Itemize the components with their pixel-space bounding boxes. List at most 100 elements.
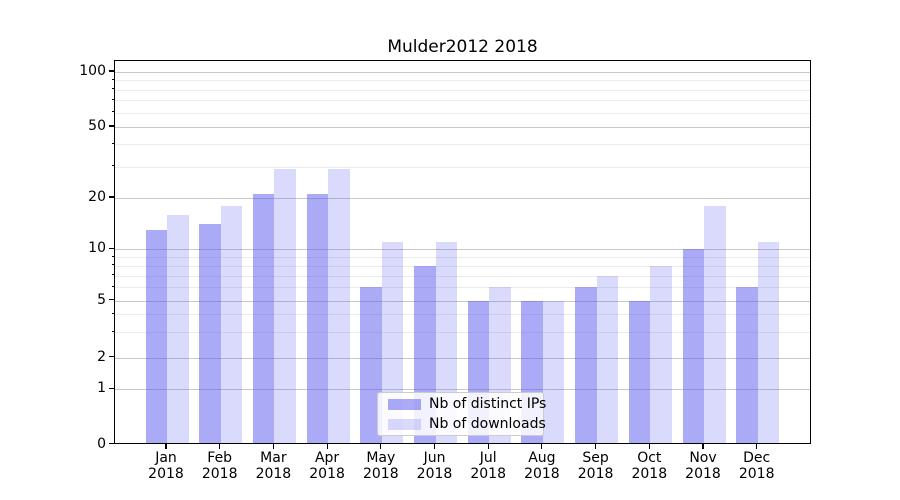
x-tick-mar bbox=[272, 444, 274, 449]
gridline-minor-30 bbox=[115, 166, 810, 168]
gridline-minor-70 bbox=[115, 100, 810, 102]
bar-downloads-nov bbox=[704, 205, 726, 443]
x-tick-jan bbox=[165, 444, 167, 449]
x-tick-label-apr: Apr 2018 bbox=[295, 450, 359, 482]
gridline-minor-7 bbox=[115, 275, 810, 277]
x-tick-month-may: May bbox=[366, 450, 396, 466]
bar-distinct-ips-feb bbox=[199, 224, 221, 443]
gridline-major-5 bbox=[115, 300, 810, 302]
y-minor-tick-40 bbox=[111, 142, 114, 144]
legend-entry-distinct-ips: Nb of distinct IPs bbox=[378, 396, 547, 412]
x-tick-label-jul: Jul 2018 bbox=[456, 450, 520, 482]
bar-downloads-mar bbox=[274, 169, 296, 443]
gridline-minor-60 bbox=[115, 112, 810, 114]
x-tick-apr bbox=[326, 444, 328, 449]
x-tick-sep bbox=[595, 444, 597, 449]
bar-distinct-ips-oct bbox=[628, 300, 651, 443]
y-tick-10 bbox=[109, 247, 114, 249]
x-tick-year-jul: 2018 bbox=[470, 466, 506, 482]
x-tick-feb bbox=[219, 444, 221, 449]
y-minor-tick-8 bbox=[111, 264, 114, 266]
y-minor-tick-9 bbox=[111, 255, 114, 257]
bar-distinct-ips-dec bbox=[736, 287, 758, 443]
gridline-minor-9 bbox=[115, 257, 810, 259]
x-tick-month-aug: Aug bbox=[528, 450, 556, 466]
x-tick-month-sep: Sep bbox=[582, 450, 609, 466]
x-tick-nov bbox=[702, 444, 704, 449]
x-tick-month-jan: Jan bbox=[155, 450, 177, 466]
x-tick-year-jan: 2018 bbox=[148, 466, 184, 482]
bar-distinct-ips-sep bbox=[575, 287, 597, 443]
bar-downloads-apr bbox=[328, 169, 350, 443]
x-tick-jul bbox=[487, 444, 489, 449]
x-tick-month-jul: Jul bbox=[479, 450, 497, 466]
bar-distinct-ips-jan bbox=[145, 229, 167, 443]
x-tick-year-may: 2018 bbox=[362, 466, 399, 482]
x-tick-label-sep: Sep 2018 bbox=[564, 450, 628, 482]
chart-title: Mulder2012 2018 bbox=[387, 37, 538, 57]
gridline-minor-40 bbox=[115, 144, 810, 146]
y-minor-tick-30 bbox=[111, 165, 114, 167]
x-tick-month-oct: Oct bbox=[637, 450, 662, 466]
x-tick-label-mar: Mar 2018 bbox=[241, 450, 305, 482]
y-tick-label-5: 5 bbox=[97, 291, 106, 308]
y-tick-label-100: 100 bbox=[79, 63, 106, 79]
x-tick-month-feb: Feb bbox=[207, 450, 233, 466]
gridline-major-20 bbox=[115, 198, 810, 199]
x-tick-year-aug: 2018 bbox=[524, 466, 560, 482]
x-tick-label-feb: Feb 2018 bbox=[188, 450, 252, 482]
y-tick-20 bbox=[109, 196, 114, 198]
x-tick-year-oct: 2018 bbox=[631, 466, 668, 482]
legend-entry-downloads: Nb of downloads bbox=[378, 416, 546, 432]
y-tick-50 bbox=[109, 125, 114, 127]
gridline-major-10 bbox=[115, 249, 810, 251]
x-tick-year-apr: 2018 bbox=[309, 466, 345, 482]
legend-label-downloads: Nb of downloads bbox=[429, 416, 546, 432]
x-tick-month-mar: Mar bbox=[260, 450, 287, 466]
bar-distinct-ips-may bbox=[360, 287, 382, 443]
x-tick-year-nov: 2018 bbox=[685, 466, 721, 482]
y-tick-1 bbox=[109, 387, 114, 389]
y-minor-tick-60 bbox=[111, 111, 114, 113]
bar-distinct-ips-nov bbox=[682, 249, 704, 443]
gridline-major-2 bbox=[115, 357, 810, 359]
x-tick-oct bbox=[648, 444, 650, 449]
y-minor-tick-80 bbox=[111, 88, 114, 90]
y-minor-tick-6 bbox=[111, 285, 114, 287]
y-tick-label-20: 20 bbox=[88, 189, 106, 205]
bar-distinct-ips-apr bbox=[306, 194, 329, 443]
y-tick-0 bbox=[109, 442, 114, 445]
gridline-minor-3 bbox=[115, 332, 810, 334]
plot-area bbox=[114, 60, 811, 444]
x-tick-dec bbox=[756, 444, 758, 449]
x-tick-label-jan: Jan 2018 bbox=[134, 450, 198, 482]
y-minor-tick-70 bbox=[111, 98, 114, 100]
y-minor-tick-7 bbox=[111, 274, 114, 276]
x-tick-label-may: May 2018 bbox=[349, 450, 413, 482]
gridline-minor-6 bbox=[115, 287, 810, 289]
y-tick-5 bbox=[109, 298, 114, 301]
gridline-major-50 bbox=[115, 127, 810, 128]
x-tick-month-jun: Jun bbox=[423, 450, 446, 466]
bar-downloads-feb bbox=[220, 205, 243, 443]
x-tick-month-dec: Dec bbox=[743, 450, 771, 466]
x-tick-label-jun: Jun 2018 bbox=[403, 450, 467, 482]
x-tick-aug bbox=[541, 444, 543, 449]
gridline-minor-8 bbox=[115, 265, 810, 267]
x-tick-month-nov: Nov bbox=[689, 450, 717, 466]
legend-label-distinct-ips: Nb of distinct IPs bbox=[429, 396, 547, 412]
x-tick-label-dec: Dec 2018 bbox=[725, 450, 789, 482]
x-tick-may bbox=[380, 444, 382, 449]
gridline-minor-4 bbox=[115, 314, 810, 316]
x-tick-year-dec: 2018 bbox=[738, 466, 775, 482]
y-tick-100 bbox=[109, 70, 114, 72]
gridline-major-1 bbox=[115, 389, 810, 391]
x-tick-label-nov: Nov 2018 bbox=[671, 450, 735, 482]
gridline-minor-80 bbox=[115, 89, 810, 91]
bar-downloads-oct bbox=[650, 265, 672, 443]
bar-downloads-jan bbox=[167, 214, 189, 443]
x-tick-year-feb: 2018 bbox=[201, 466, 238, 482]
legend-swatch-distinct-ips bbox=[388, 398, 421, 410]
y-tick-label-50: 50 bbox=[88, 118, 106, 134]
